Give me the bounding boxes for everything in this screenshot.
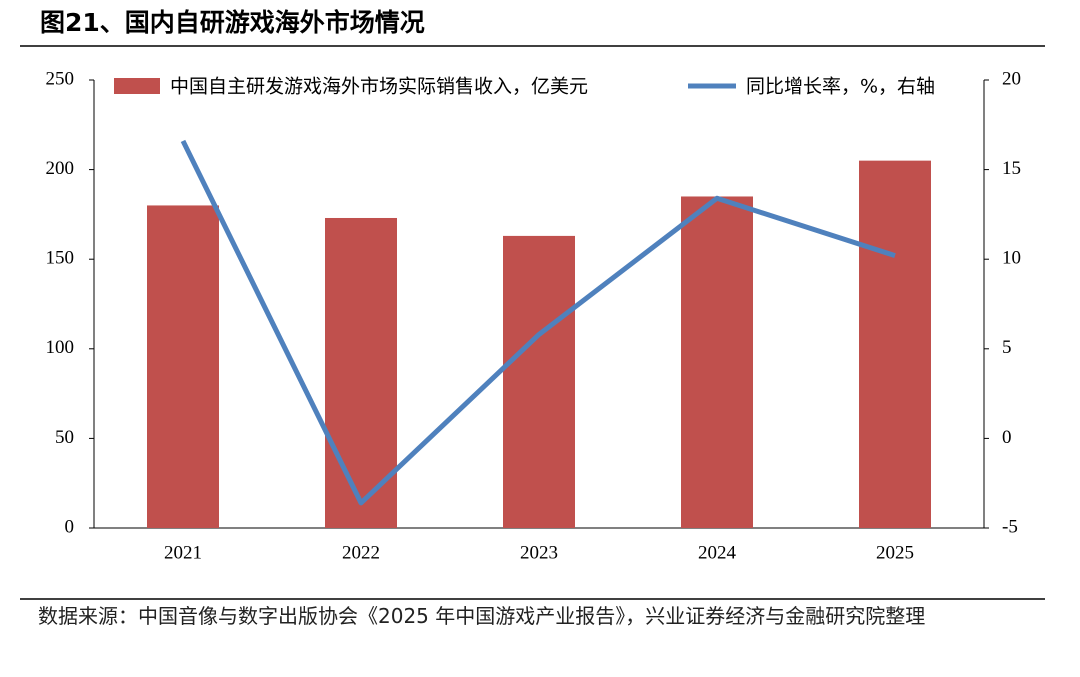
bar xyxy=(325,217,397,528)
bar xyxy=(681,196,753,529)
y2-tick-label: 5 xyxy=(1002,337,1012,358)
y2-tick-label: 15 xyxy=(1002,158,1021,179)
x-tick-label: 2022 xyxy=(342,542,380,563)
line xyxy=(180,139,896,506)
y-tick-label: 100 xyxy=(46,337,75,358)
x-tick-label: 2021 xyxy=(164,542,202,563)
legend-label: 同比增长率，%，右轴 xyxy=(746,76,935,98)
y-tick-label: 150 xyxy=(46,248,75,269)
y-tick-label: 250 xyxy=(46,68,75,89)
legend-label: 中国自主研发游戏海外市场实际销售收入，亿美元 xyxy=(170,76,588,98)
y2-tick-label: -5 xyxy=(1002,516,1018,537)
y-tick-label: 0 xyxy=(65,516,75,537)
x-tick-label: 2025 xyxy=(876,542,914,563)
bar xyxy=(503,235,575,529)
legend-swatch xyxy=(114,78,160,94)
x-tick-label: 2024 xyxy=(698,542,737,563)
x-tick-label: 2023 xyxy=(520,542,558,563)
y2-tick-label: 20 xyxy=(1002,68,1021,89)
chart: 图21、国内自研游戏海外市场情况 0 50 100 150 200 250 -5 0 5 10 15… xyxy=(20,8,1045,600)
chart-title: 图21、国内自研游戏海外市场情况 xyxy=(40,8,425,37)
bar xyxy=(147,205,219,528)
y2-tick-label: 0 xyxy=(1002,427,1012,448)
y-tick-label: 50 xyxy=(55,427,74,448)
bar xyxy=(859,160,931,528)
source-note: 数据来源：中国音像与数字出版协会《2025 年中国游戏产业报告》，兴业证券经济与… xyxy=(38,604,926,628)
y-tick-label: 200 xyxy=(46,158,75,179)
y2-tick-label: 10 xyxy=(1002,248,1021,269)
